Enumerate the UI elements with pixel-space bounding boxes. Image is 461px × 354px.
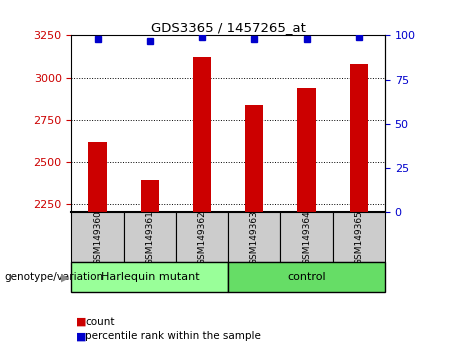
Text: genotype/variation: genotype/variation xyxy=(5,272,104,282)
Text: percentile rank within the sample: percentile rank within the sample xyxy=(85,331,261,341)
Text: ■: ■ xyxy=(76,317,87,327)
Title: GDS3365 / 1457265_at: GDS3365 / 1457265_at xyxy=(151,21,306,34)
Text: control: control xyxy=(287,272,326,282)
Bar xyxy=(89,142,106,212)
Text: GSM149362: GSM149362 xyxy=(198,210,207,264)
Bar xyxy=(228,212,280,262)
Bar xyxy=(71,212,124,262)
Text: ■: ■ xyxy=(76,331,87,341)
Bar xyxy=(280,212,333,262)
Text: ▶: ▶ xyxy=(61,272,70,282)
Bar xyxy=(349,64,368,212)
Text: GSM149365: GSM149365 xyxy=(355,210,363,265)
Bar xyxy=(333,212,385,262)
Bar xyxy=(141,181,159,212)
Text: GSM149360: GSM149360 xyxy=(93,210,102,265)
Text: GSM149363: GSM149363 xyxy=(250,210,259,265)
Bar xyxy=(176,212,228,262)
Bar xyxy=(193,57,211,212)
Text: Harlequin mutant: Harlequin mutant xyxy=(100,272,199,282)
Text: GSM149361: GSM149361 xyxy=(145,210,154,265)
Bar xyxy=(124,212,176,262)
Text: GSM149364: GSM149364 xyxy=(302,210,311,264)
Bar xyxy=(297,88,316,212)
Bar xyxy=(228,262,385,292)
Text: count: count xyxy=(85,317,115,327)
Bar xyxy=(71,262,228,292)
Bar xyxy=(245,104,264,212)
